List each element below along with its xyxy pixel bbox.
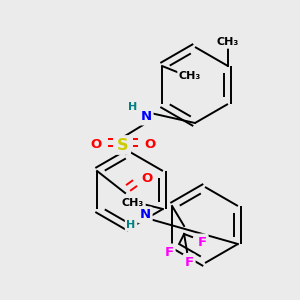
Text: CH₃: CH₃ bbox=[179, 71, 201, 81]
Text: O: O bbox=[142, 172, 153, 184]
Text: F: F bbox=[184, 256, 194, 268]
Text: N: N bbox=[140, 208, 151, 221]
Text: F: F bbox=[164, 245, 174, 259]
Text: S: S bbox=[117, 137, 129, 152]
Text: O: O bbox=[144, 139, 156, 152]
Text: H: H bbox=[127, 220, 136, 230]
Text: O: O bbox=[90, 139, 102, 152]
Text: F: F bbox=[197, 236, 207, 248]
Text: N: N bbox=[140, 110, 152, 124]
Text: H: H bbox=[128, 102, 138, 112]
Text: CH₃: CH₃ bbox=[122, 198, 144, 208]
Text: CH₃: CH₃ bbox=[217, 37, 239, 47]
